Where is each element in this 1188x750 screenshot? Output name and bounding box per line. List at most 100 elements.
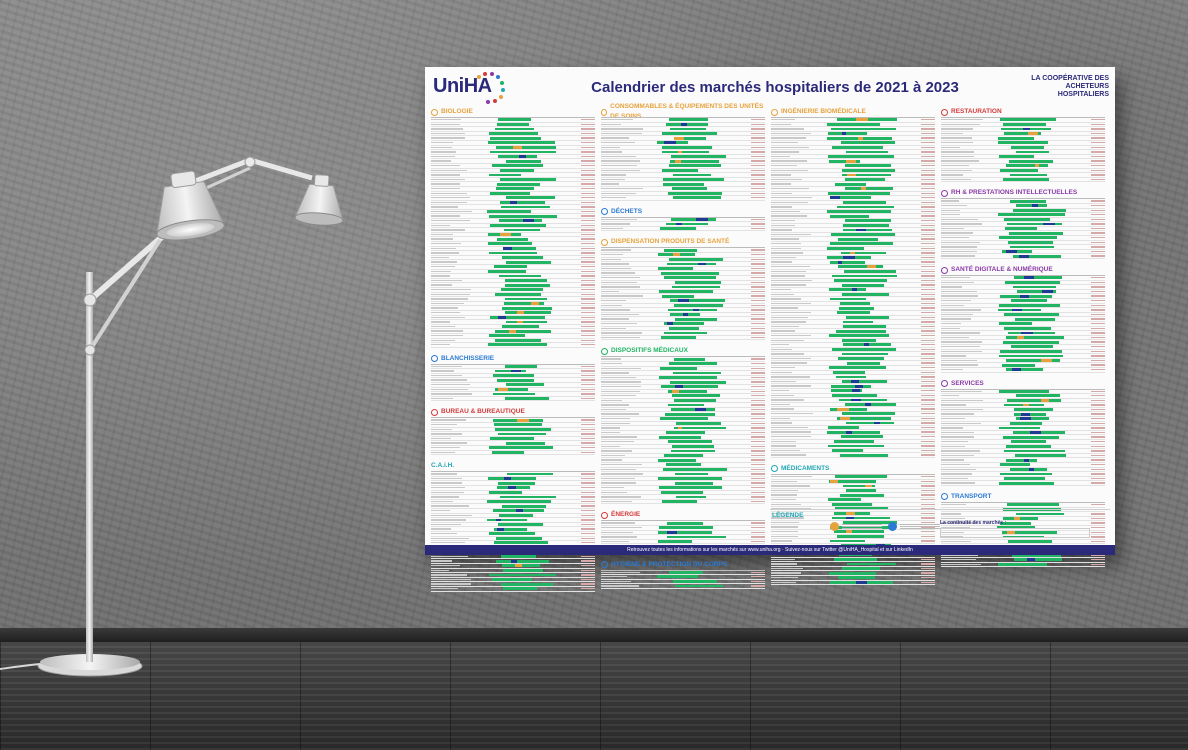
gantt-bar (829, 366, 886, 370)
row-note (751, 146, 765, 148)
row-note (751, 218, 765, 221)
row-note (1091, 441, 1105, 443)
gantt-marker (874, 421, 880, 425)
section-title: CONSOMMABLES & ÉQUIPEMENTS DES UNITÉS DE… (610, 103, 764, 120)
row-label (941, 223, 982, 225)
gantt-row (941, 553, 1105, 559)
row-label (941, 237, 969, 239)
gantt-row (771, 361, 935, 367)
gantt-row (771, 426, 935, 431)
gantt-row (431, 155, 595, 160)
gantt-row (431, 311, 595, 316)
gantt-marker (1021, 331, 1034, 335)
row-note (921, 238, 935, 240)
row-note (921, 197, 935, 199)
gantt-row (941, 558, 1105, 563)
gantt-bar (668, 326, 699, 330)
row-note (1091, 559, 1105, 561)
row-label (771, 261, 792, 263)
gantt-row (941, 535, 1105, 540)
gantt-row (771, 380, 935, 385)
row-label (771, 440, 797, 442)
row-label (601, 290, 620, 293)
row-label (431, 486, 465, 489)
row-note (1091, 554, 1105, 556)
gantt-bar (658, 267, 694, 271)
row-label (431, 583, 471, 585)
gantt-row (771, 398, 935, 403)
gantt-row (771, 279, 935, 284)
gantt-row (431, 251, 595, 256)
gantt-marker (522, 219, 534, 223)
gantt-bar (499, 178, 556, 181)
row-label (601, 367, 642, 369)
row-note (1091, 304, 1105, 306)
row-label (771, 558, 796, 561)
row-label (431, 302, 465, 305)
gantt-row (941, 435, 1105, 441)
row-label (941, 445, 965, 448)
row-label (601, 141, 635, 144)
gantt-row (601, 267, 765, 272)
row-label (431, 419, 466, 421)
gantt-bar (1005, 336, 1064, 339)
row-note (751, 227, 765, 230)
gantt-row (431, 302, 595, 307)
gantt-row (431, 334, 595, 339)
gantt-row (601, 540, 765, 545)
gantt-bar (837, 237, 879, 241)
row-note (581, 334, 595, 337)
row-label (771, 128, 805, 130)
row-note (751, 327, 765, 329)
gantt-marker (1020, 412, 1031, 416)
gantt-row (601, 173, 765, 178)
gantt-bar (669, 570, 704, 574)
row-label (941, 132, 963, 135)
gantt-bar (1004, 326, 1052, 330)
gantt-row (601, 127, 765, 132)
row-note (921, 141, 935, 144)
gantt-bar (1013, 408, 1054, 412)
gantt-row (601, 389, 765, 395)
row-label (431, 224, 450, 227)
gantt-marker (1023, 403, 1029, 407)
gantt-row (771, 288, 935, 293)
row-label (941, 559, 976, 561)
gantt-bar (492, 374, 535, 378)
row-label (601, 318, 630, 320)
row-note (1091, 450, 1105, 452)
gantt-row (601, 168, 765, 174)
row-label (941, 155, 975, 158)
gantt-bar (830, 384, 871, 388)
row-note (751, 571, 765, 573)
gantt-row (601, 426, 765, 431)
row-label (771, 367, 796, 369)
row-label (771, 426, 808, 429)
row-label (431, 509, 450, 512)
row-note (1091, 468, 1105, 470)
gantt-row (771, 155, 935, 160)
row-label (941, 286, 962, 288)
gantt-row (771, 320, 935, 325)
row-note (921, 475, 935, 478)
gantt-row (601, 122, 765, 128)
row-note (1091, 160, 1105, 162)
gantt-bar (841, 168, 895, 172)
gantt-bar (505, 159, 541, 163)
gantt-row (771, 479, 935, 485)
section-title: SERVICES (951, 379, 984, 387)
row-label (941, 355, 966, 357)
row-note (921, 192, 935, 194)
gantt-row (431, 233, 595, 238)
row-note (921, 435, 935, 438)
row-note (1091, 223, 1105, 225)
gantt-bar (997, 136, 1034, 140)
gantt-marker (513, 145, 522, 149)
row-label (941, 436, 974, 438)
row-note (751, 300, 765, 302)
row-label (771, 508, 811, 510)
gantt-row (431, 388, 595, 393)
row-note (921, 220, 935, 222)
gantt-bar (1009, 231, 1064, 235)
row-label (431, 307, 459, 309)
